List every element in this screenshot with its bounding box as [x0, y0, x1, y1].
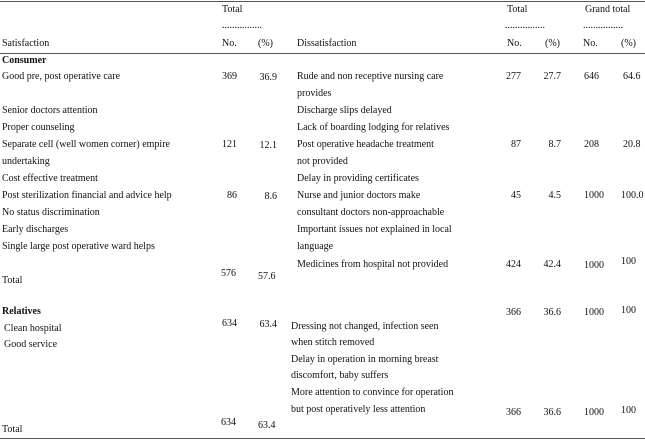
dissatisfaction-text: Medicines from hospital not provided — [297, 259, 449, 270]
column-header: (%) — [545, 38, 560, 49]
satisfaction-text: Single large post operative ward helps — [2, 241, 155, 252]
grand-count: 1000 — [584, 260, 604, 271]
total-percent: 57.6 — [258, 271, 276, 282]
dissatisfaction-text: Rude and non receptive nursing care — [297, 71, 444, 82]
satisfaction-text: Senior doctors attention — [2, 105, 98, 116]
header-grand-total: Grand total — [585, 4, 631, 15]
count: 366 — [506, 307, 521, 318]
header-dots: ................ — [583, 20, 623, 31]
dissatisfaction-text: language — [297, 241, 334, 252]
count: 424 — [506, 259, 521, 270]
dissatisfaction-text: Important issues not explained in local — [297, 224, 452, 235]
column-header: (%) — [621, 38, 636, 49]
grand-percent: 64.6 — [623, 71, 641, 82]
grand-percent: 100.0 — [621, 190, 644, 201]
grand-count: 1000 — [584, 190, 604, 201]
header-dots: ................ — [505, 20, 545, 31]
column-header: Dissatisfaction — [297, 38, 357, 49]
grand-percent: 20.8 — [623, 139, 641, 150]
satisfaction-text: undertaking — [2, 156, 50, 167]
dissatisfaction-text: Discharge slips delayed — [297, 105, 392, 116]
satisfaction-text: Proper counseling — [2, 122, 75, 133]
dissatisfaction-text: discomfort, baby suffers — [291, 370, 389, 381]
percent: 36.9 — [259, 72, 278, 83]
grand-percent: 100 — [621, 405, 636, 416]
dissatisfaction-text: but post operatively less attention — [291, 404, 426, 415]
dissatisfaction-text: not provided — [297, 156, 348, 167]
section-label: Relatives — [2, 306, 41, 317]
column-header: (%) — [258, 38, 273, 49]
satisfaction-text: Clean hospital — [4, 323, 62, 334]
percent: 42.4 — [543, 259, 562, 270]
percent: 4.5 — [548, 190, 562, 201]
satisfaction-text: Post sterilization financial and advice … — [2, 190, 172, 201]
header-dots: ................ — [222, 20, 262, 31]
column-header: No. — [507, 38, 522, 49]
percent: 27.7 — [543, 71, 562, 82]
grand-count: 208 — [584, 139, 599, 150]
total-count: 576 — [221, 268, 236, 279]
total-percent: 63.4 — [258, 420, 276, 431]
count: 121 — [222, 139, 237, 150]
satisfaction-text: Good pre, post operative care — [2, 71, 121, 82]
count: 277 — [506, 71, 521, 82]
grand-count: 1000 — [584, 307, 604, 318]
grand-count: 1000 — [584, 407, 604, 418]
satisfaction-text: Cost effective treatment — [2, 173, 98, 184]
grand-percent: 100 — [621, 305, 636, 316]
satisfaction-text: Good service — [4, 339, 58, 350]
total-label: Total — [2, 424, 23, 435]
column-header: No. — [222, 38, 237, 49]
satisfaction-text: Early discharges — [2, 224, 69, 235]
percent: 36.6 — [543, 307, 562, 318]
header-rule — [0, 53, 645, 54]
dissatisfaction-text: provides — [297, 88, 332, 99]
count: 634 — [222, 318, 237, 329]
dissatisfaction-text: Dressing not changed, infection seen — [291, 321, 439, 332]
satisfaction-text: No status discrimination — [2, 207, 100, 218]
dissatisfaction-text: when stitch removed — [291, 337, 375, 348]
column-header: Satisfaction — [2, 38, 50, 49]
percent: 63.4 — [259, 319, 278, 330]
dissatisfaction-text: Delay in operation in morning breast — [291, 354, 439, 365]
header-total: Total — [507, 4, 528, 15]
count: 87 — [511, 139, 521, 150]
total-label: Total — [2, 275, 23, 286]
dissatisfaction-text: Delay in providing certificates — [297, 173, 419, 184]
dissatisfaction-text: consultant doctors non-approachable — [297, 207, 445, 218]
dissatisfaction-text: Post operative headache treatment — [297, 139, 434, 150]
count: 45 — [511, 190, 521, 201]
percent: 8.7 — [548, 139, 562, 150]
percent: 36.6 — [543, 407, 562, 418]
bottom-rule — [0, 438, 645, 439]
grand-count: 646 — [584, 71, 599, 82]
total-count: 634 — [221, 417, 236, 428]
section-label: Consumer — [2, 55, 47, 66]
dissatisfaction-text: More attention to convince for operation — [291, 387, 454, 398]
satisfaction-text: Separate cell (well women corner) empire — [2, 139, 170, 150]
percent: 8.6 — [264, 191, 278, 202]
dissatisfaction-text: Nurse and junior doctors make — [297, 190, 421, 201]
column-header: No. — [583, 38, 598, 49]
dissatisfaction-text: Lack of boarding lodging for relatives — [297, 122, 450, 133]
count: 369 — [222, 71, 237, 82]
percent: 12.1 — [259, 140, 278, 151]
count: 86 — [227, 190, 237, 201]
grand-percent: 100 — [621, 256, 636, 267]
count: 366 — [506, 407, 521, 418]
top-rule — [0, 1, 645, 2]
header-total: Total — [222, 4, 243, 15]
